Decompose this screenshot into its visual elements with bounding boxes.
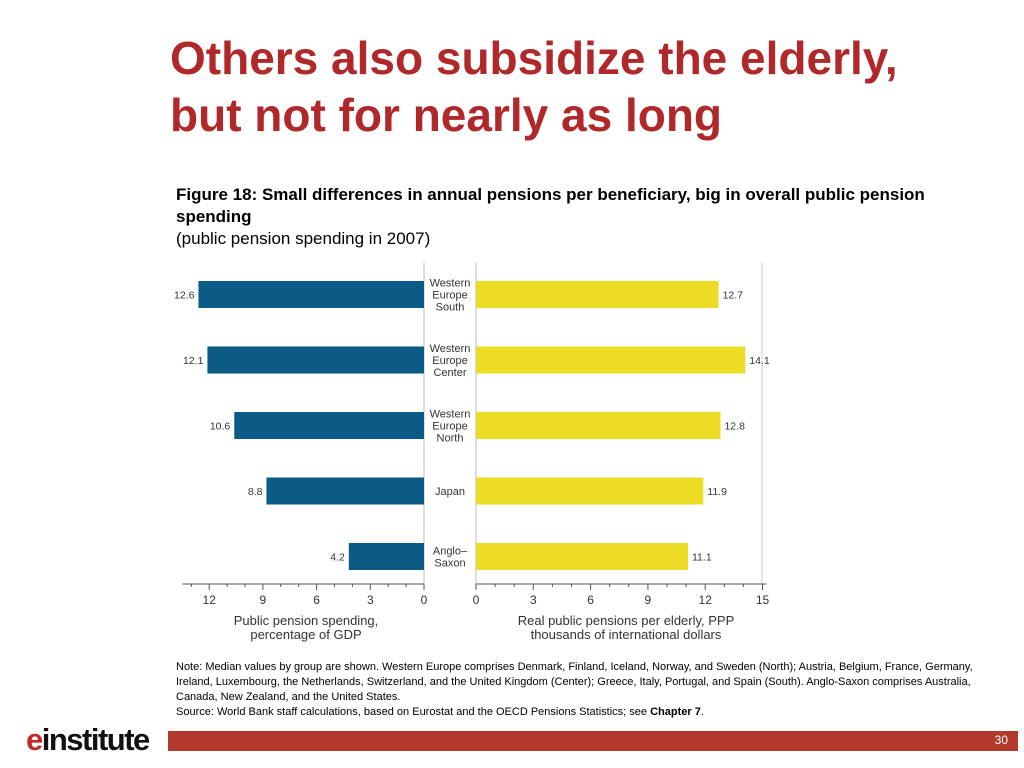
slide-title-line-2: but not for nearly as long xyxy=(170,89,723,141)
left-value-label-4: 4.2 xyxy=(330,552,345,564)
category-label-2-2: North xyxy=(437,433,464,445)
right-value-label-3: 11.9 xyxy=(707,486,727,498)
einstitute-logo: einstitute xyxy=(26,722,151,758)
left-tick-label-3: 3 xyxy=(367,593,374,607)
slide-title-line-1: Others also subsidize the elderly, xyxy=(170,32,898,84)
logo-institute: institute xyxy=(41,722,151,757)
slide-title: Others also subsidize the elderly, but n… xyxy=(170,30,1010,144)
category-label-0-1: Europe xyxy=(432,290,467,302)
right-value-label-2: 12.8 xyxy=(724,421,745,433)
left-value-label-2: 10.6 xyxy=(210,421,231,433)
source-prefix: Source: World Bank staff calculations, b… xyxy=(176,706,651,718)
category-label-4-1: Saxon xyxy=(434,558,465,570)
right-bar-3 xyxy=(476,477,704,505)
footer-bar: 30 xyxy=(168,731,1018,751)
right-bar-2 xyxy=(476,412,721,439)
logo-e: e xyxy=(26,722,43,757)
left-value-label-1: 12.1 xyxy=(183,355,204,367)
category-label-2-1: Europe xyxy=(432,421,467,433)
category-label-2-0: Western xyxy=(430,409,471,421)
category-label-0-2: South xyxy=(436,302,465,314)
source-text: Source: World Bank staff calculations, b… xyxy=(176,705,1006,720)
left-axis-title-line-1: percentage of GDP xyxy=(250,627,361,642)
category-label-1-1: Europe xyxy=(432,355,467,367)
right-axis-title-line-1: thousands of international dollars xyxy=(531,627,722,642)
left-tick-label-6: 6 xyxy=(313,593,320,607)
left-value-label-3: 8.8 xyxy=(248,486,263,498)
page-number: 30 xyxy=(994,733,1008,747)
left-tick-label-12: 12 xyxy=(203,593,217,607)
right-bar-4 xyxy=(476,543,689,570)
category-label-4-0: Anglo– xyxy=(433,546,468,558)
left-bar-4 xyxy=(348,543,424,570)
right-value-label-4: 11.1 xyxy=(692,552,712,564)
category-label-3-0: Japan xyxy=(435,486,465,498)
figure-caption: Figure 18: Small differences in annual p… xyxy=(176,184,976,250)
left-tick-label-9: 9 xyxy=(260,593,267,607)
category-label-1-2: Center xyxy=(433,367,466,379)
left-axis-title-line-0: Public pension spending, xyxy=(234,613,379,628)
left-bar-1 xyxy=(207,346,424,374)
figure-note: Note: Median values by group are shown. … xyxy=(176,660,1006,720)
left-tick-label-0: 0 xyxy=(421,593,428,607)
right-tick-label-3: 3 xyxy=(530,593,537,607)
right-value-label-1: 14.1 xyxy=(749,355,770,367)
left-value-label-0: 12.6 xyxy=(174,290,195,302)
right-tick-label-0: 0 xyxy=(473,593,480,607)
right-bar-1 xyxy=(476,346,746,374)
left-bar-0 xyxy=(198,281,424,308)
figure-subtitle: (public pension spending in 2007) xyxy=(176,229,431,248)
left-bar-3 xyxy=(266,477,424,505)
source-suffix: . xyxy=(700,706,704,718)
source-chapter-link: Chapter 7 xyxy=(650,706,701,718)
left-bar-2 xyxy=(234,412,424,439)
figure-title: Figure 18: Small differences in annual p… xyxy=(176,185,925,226)
right-tick-label-9: 9 xyxy=(645,593,652,607)
category-label-0-0: Western xyxy=(430,278,471,290)
note-text: Note: Median values by group are shown. … xyxy=(176,661,973,703)
right-value-label-0: 12.7 xyxy=(723,290,744,302)
right-tick-label-6: 6 xyxy=(587,593,594,607)
right-tick-label-15: 15 xyxy=(756,593,770,607)
right-tick-label-12: 12 xyxy=(699,593,713,607)
category-label-1-0: Western xyxy=(430,343,471,355)
right-bar-0 xyxy=(476,281,719,308)
right-axis-title-line-0: Real public pensions per elderly, PPP xyxy=(518,613,735,628)
